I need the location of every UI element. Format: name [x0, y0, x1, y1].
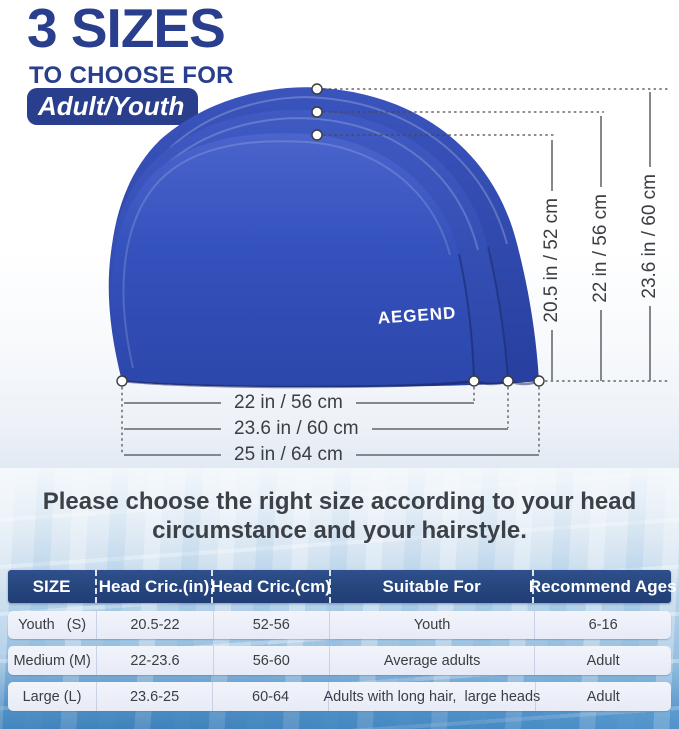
- height-measure-56cm: 22 in / 56 cm: [590, 116, 612, 381]
- cell-circ-cm: 52-56: [212, 611, 329, 639]
- measure-label: 20.5 in / 52 cm: [541, 198, 562, 323]
- cell-circ-cm: 56-60: [212, 646, 329, 675]
- dimension-anchor-dots: [116, 83, 545, 387]
- cap-large-seam: [169, 96, 508, 245]
- measure-line: [600, 116, 602, 188]
- table-row-large: Large (L) 23.6-25 60-64 Adults with long…: [8, 682, 671, 711]
- cell-ages: Adult: [534, 682, 671, 711]
- cap-medium-edge-shadow: [487, 246, 509, 382]
- cell-circ-in: 20.5-22: [96, 611, 212, 639]
- col-header-recommend-ages: Recommend Ages: [529, 570, 677, 603]
- page-subtitle: TO CHOOSE FOR: [29, 62, 234, 89]
- sizing-note-line1: Please choose the right size according t…: [42, 488, 637, 515]
- size-table-header: SIZE Head Cric.(in) Head Cric.(cm) Suita…: [8, 570, 677, 603]
- dimension-dotted-lines: [121, 88, 668, 455]
- table-row-youth: Youth (S) 20.5-22 52-56 Youth 6-16: [8, 611, 671, 639]
- measure-line: [124, 428, 221, 430]
- audience-badge: Adult/Youth: [27, 88, 199, 125]
- measure-line: [355, 454, 539, 456]
- sizing-note: Please choose the right size according t…: [0, 487, 679, 545]
- measure-line: [124, 454, 221, 456]
- swim-cap-small: [111, 133, 475, 387]
- size-table: SIZE Head Cric.(in) Head Cric.(cm) Suita…: [8, 570, 677, 711]
- measure-label: 23.6 in / 60 cm: [234, 418, 359, 439]
- measure-line: [355, 402, 474, 404]
- width-measure-64cm: 25 in / 64 cm: [124, 443, 539, 467]
- measure-label: 25 in / 64 cm: [234, 444, 343, 465]
- measure-line: [371, 428, 508, 430]
- cell-size: Large (L): [22, 688, 82, 705]
- cell-circ-in: 22-23.6: [96, 646, 212, 675]
- cell-suitable: Youth: [328, 611, 534, 639]
- measure-line: [649, 92, 651, 168]
- measure-label: 23.6 in / 60 cm: [639, 174, 660, 299]
- table-row-medium: Medium (M) 22-23.6 56-60 Average adults …: [8, 646, 671, 675]
- col-header-head-circ-in: Head Cric.(in): [95, 570, 211, 603]
- measure-line: [600, 309, 602, 381]
- cell-circ-cm: 60-64: [212, 682, 328, 711]
- measure-line: [551, 140, 553, 192]
- cell-suitable: Average adults: [328, 646, 534, 675]
- measure-line: [649, 305, 651, 381]
- page-title: 3 SIZES: [27, 0, 226, 59]
- col-header-suitable-for: Suitable For: [328, 570, 533, 603]
- width-measure-60cm: 23.6 in / 60 cm: [124, 417, 508, 441]
- height-measure-60cm: 23.6 in / 60 cm: [639, 92, 661, 381]
- cell-ages: 6-16: [534, 611, 671, 639]
- measure-line: [124, 402, 221, 404]
- cap-small-seam: [122, 140, 451, 369]
- measure-label: 22 in / 56 cm: [234, 392, 343, 413]
- cell-ages: Adult: [534, 646, 671, 675]
- measure-label: 22 in / 56 cm: [590, 194, 611, 303]
- cell-size: Medium (M): [13, 652, 91, 669]
- width-measure-56cm: 22 in / 56 cm: [124, 391, 474, 415]
- sizing-note-line2: circumstance and your hairstyle.: [152, 517, 527, 544]
- cell-size: Youth (S): [18, 617, 87, 633]
- height-measure-52cm: 20.5 in / 52 cm: [541, 140, 563, 381]
- cell-circ-in: 23.6-25: [96, 682, 212, 711]
- measure-line: [551, 329, 553, 381]
- col-header-size: SIZE: [32, 576, 71, 596]
- cell-suitable: Adults with long hair, large heads: [323, 682, 540, 711]
- col-header-head-circ-cm: Head Cric.(cm): [210, 570, 331, 603]
- cap-medium-seam: [164, 117, 479, 251]
- cap-small-edge-shadow: [458, 253, 475, 382]
